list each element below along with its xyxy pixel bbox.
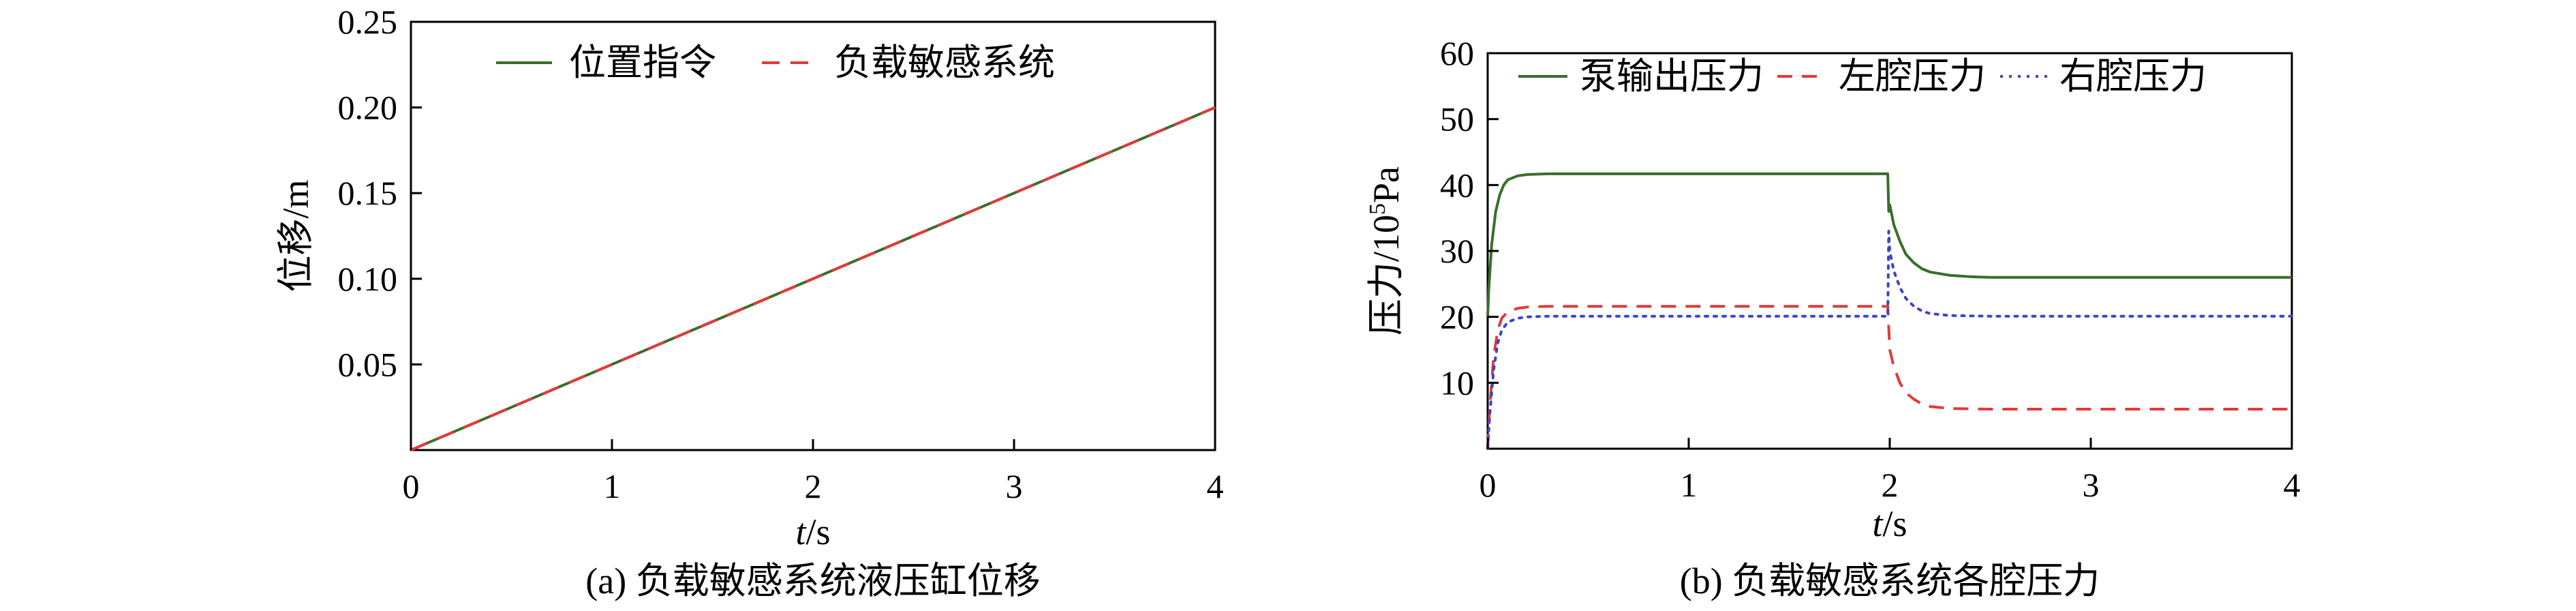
chart-a-caption: (a) 负载敏感系统液压缸位移 bbox=[585, 561, 1040, 601]
chart-b-ylabel: 压力/105Pa bbox=[1365, 166, 1407, 336]
chart-b-ytick-label-4: 50 bbox=[1440, 100, 1474, 138]
chart-a-frame bbox=[410, 20, 1216, 451]
chart-a-ytick-label-4: 0.25 bbox=[338, 3, 398, 41]
chart-b-xlabel: t/s bbox=[1872, 503, 1907, 544]
chart-b: 0 1 2 3 4 10 20 30 40 50 60 泵输出压力 左腔压力 右腔压力 压力/105… bbox=[1365, 34, 2301, 601]
chart-a-legend: 位置指令 负载敏感系统 bbox=[496, 42, 1055, 83]
chart-b-ytick-label-3: 40 bbox=[1440, 166, 1474, 204]
chart-a-ticks: 0 1 2 3 4 0.05 0.10 0.15 0.20 0.25 bbox=[338, 3, 1224, 505]
chart-a-series-1 bbox=[410, 106, 1216, 451]
chart-b-xlabel-var: t bbox=[1872, 503, 1884, 544]
chart-a-xlabel: t/s bbox=[795, 511, 830, 552]
chart-a-ylabel: 位移/m bbox=[275, 179, 316, 292]
chart-a-xtick-label-3: 3 bbox=[1006, 467, 1023, 505]
chart-b-ytick-label-0: 10 bbox=[1440, 363, 1474, 402]
chart-a-xtick-label-1: 1 bbox=[604, 467, 621, 505]
chart-a-ytick-label-3: 0.20 bbox=[338, 89, 398, 127]
chart-a-ytick-label-2: 0.15 bbox=[338, 174, 398, 212]
chart-b-ylabel-sup: 5 bbox=[1365, 203, 1390, 215]
chart-b-xlabel-unit: /s bbox=[1882, 503, 1907, 544]
chart-b-xtick-label-2: 2 bbox=[1882, 466, 1899, 504]
chart-b-caption: (b) 负载敏感系统各腔压力 bbox=[1680, 561, 2100, 601]
chart-a-ytick-label-1: 0.10 bbox=[338, 260, 398, 298]
chart-b-xtick-label-1: 1 bbox=[1681, 466, 1698, 504]
chart-b-series-group bbox=[1486, 172, 2293, 450]
chart-a-legend-label-0: 位置指令 bbox=[569, 42, 716, 83]
chart-b-xtick-label-4: 4 bbox=[2284, 466, 2301, 504]
chart-b-xtick-label-3: 3 bbox=[2083, 466, 2100, 504]
chart-b-series-0 bbox=[1486, 172, 2292, 317]
chart-a-ytick-label-0: 0.05 bbox=[338, 345, 398, 383]
chart-b-ytick-label-5: 60 bbox=[1440, 34, 1474, 72]
chart-b-ytick-label-1: 20 bbox=[1440, 298, 1474, 336]
chart-b-ylabel-tail: Pa bbox=[1366, 166, 1407, 203]
chart-a-xtick-label-4: 4 bbox=[1207, 467, 1224, 505]
chart-b-series-1 bbox=[1486, 305, 2292, 449]
chart-b-legend: 泵输出压力 左腔压力 右腔压力 bbox=[1518, 56, 2207, 97]
chart-a: 0 1 2 3 4 0.05 0.10 0.15 0.20 0.25 位置指令 负载敏感系统 位移… bbox=[275, 3, 1224, 601]
chart-a-legend-label-1: 负载敏感系统 bbox=[834, 42, 1055, 83]
chart-b-ytick-label-2: 30 bbox=[1440, 232, 1474, 270]
chart-b-xtick-label-0: 0 bbox=[1479, 466, 1497, 504]
chart-b-legend-label-0: 泵输出压力 bbox=[1580, 56, 1764, 97]
chart-a-xlabel-unit: /s bbox=[806, 511, 830, 552]
chart-a-xtick-label-0: 0 bbox=[403, 467, 420, 505]
chart-b-legend-label-2: 右腔压力 bbox=[2059, 56, 2207, 97]
chart-b-ylabel-main: 压力/10 bbox=[1366, 215, 1407, 336]
chart-a-series-group bbox=[410, 106, 1216, 451]
chart-a-xtick-label-2: 2 bbox=[805, 467, 822, 505]
chart-b-legend-label-1: 左腔压力 bbox=[1839, 56, 1986, 97]
chart-b-ticks: 0 1 2 3 4 10 20 30 40 50 60 bbox=[1440, 34, 2301, 504]
chart-b-series-2 bbox=[1486, 230, 2293, 450]
chart-a-xlabel-var: t bbox=[795, 511, 807, 552]
